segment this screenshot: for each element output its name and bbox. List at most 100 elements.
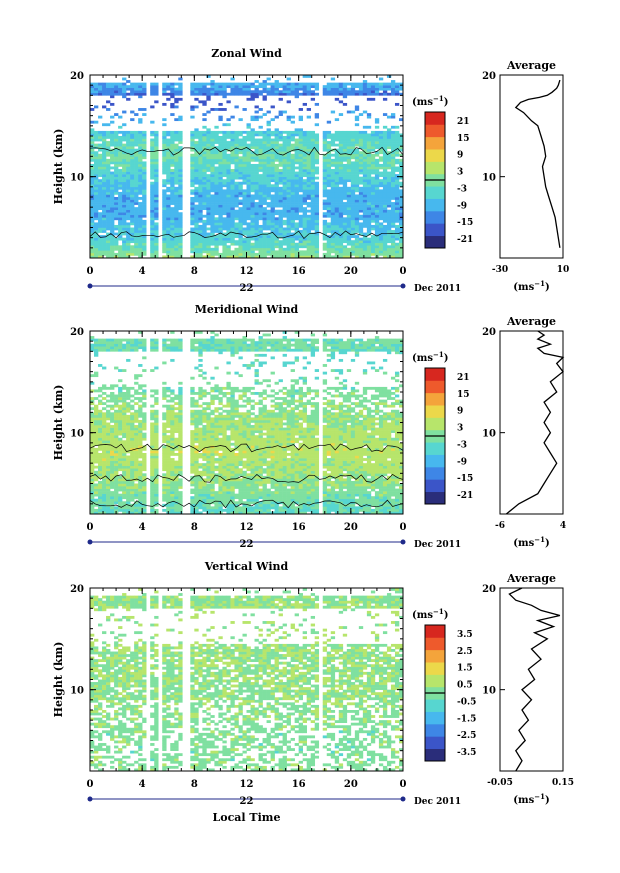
heatmap-cell [226, 146, 231, 150]
heatmap-cell [138, 163, 143, 167]
heatmap-cell [118, 508, 123, 512]
heatmap-cell [218, 115, 223, 119]
heatmap-cell [282, 136, 287, 139]
heatmap-cell [394, 227, 400, 231]
heatmap-cell [338, 217, 344, 221]
heatmap-cell [370, 176, 376, 180]
heatmap-cell [118, 250, 123, 254]
heatmap-cell [306, 237, 311, 241]
heatmap-cell [194, 87, 199, 91]
heatmap-cell [350, 245, 356, 249]
heatmap-cell [382, 242, 388, 246]
heatmap-cell [398, 245, 404, 249]
heatmap-cell [202, 85, 207, 89]
heatmap-cell [98, 207, 103, 211]
heatmap-cell [286, 100, 291, 104]
heatmap-cell [190, 240, 195, 244]
heatmap-cell [110, 463, 115, 467]
heatmap-cell [226, 255, 231, 259]
heatmap-cell [166, 430, 171, 433]
heatmap-cell [150, 348, 155, 352]
heatmap-cell [238, 230, 243, 233]
heatmap-cell [110, 222, 115, 226]
heatmap-cell [286, 237, 291, 241]
heatmap-cell [386, 146, 392, 150]
heatmap-cell [150, 483, 155, 487]
heatmap-cell [134, 338, 139, 342]
heatmap-cell [134, 151, 139, 155]
heatmap-cell [110, 212, 115, 216]
heatmap-cell [350, 227, 356, 231]
heatmap-cell [382, 202, 388, 205]
heatmap-cell [114, 189, 119, 193]
heatmap-cell [230, 141, 235, 144]
heatmap-cell [126, 184, 131, 188]
x-tick-label: 16 [292, 266, 306, 277]
colorbar-segment [425, 223, 445, 237]
heatmap-cell [294, 245, 299, 249]
heatmap-cell [154, 240, 159, 244]
heatmap-cell [254, 174, 259, 177]
heatmap-cell [90, 138, 95, 142]
heatmap-cell [110, 209, 115, 213]
heatmap-cell [314, 148, 320, 152]
heatmap-cell [150, 252, 155, 256]
heatmap-cell [398, 133, 404, 137]
heatmap-cell [310, 161, 316, 165]
heatmap-cell [126, 163, 131, 167]
heatmap-cell [150, 255, 155, 259]
heatmap-cell [102, 90, 107, 94]
heatmap-cell [238, 169, 243, 172]
heatmap-cell [370, 209, 376, 213]
heatmap-cell [102, 186, 107, 190]
heatmap-cell [290, 138, 295, 142]
heatmap-cell [114, 397, 119, 400]
heatmap-cell [238, 191, 243, 195]
heatmap-cell [106, 486, 111, 489]
heatmap-cell [98, 181, 103, 185]
heatmap-cell [386, 158, 392, 162]
heatmap-cell [254, 247, 259, 251]
heatmap-cell [94, 348, 99, 352]
heatmap-cell [302, 227, 307, 231]
heatmap-cell [234, 130, 239, 134]
heatmap-cell [202, 87, 207, 91]
heatmap-cell [102, 460, 107, 464]
heatmap-cell [378, 217, 384, 221]
heatmap-cell [266, 197, 271, 200]
heatmap-cell [90, 430, 95, 433]
heatmap-cell [90, 463, 95, 467]
heatmap-cell [378, 138, 384, 142]
heatmap-cell [358, 87, 364, 91]
heatmap-cell [126, 465, 131, 469]
heatmap-cell [118, 151, 123, 155]
heatmap-cell [106, 252, 111, 256]
heatmap-cell [302, 133, 307, 137]
heatmap-cell [222, 143, 227, 147]
heatmap-cell [214, 209, 219, 213]
heatmap-cell [262, 189, 267, 193]
heatmap-cell [90, 511, 95, 515]
heatmap-cell [210, 85, 215, 89]
heatmap-cell [266, 184, 271, 188]
heatmap-cell [350, 250, 356, 254]
heatmap-cell [110, 252, 115, 256]
heatmap-cell [114, 453, 119, 456]
heatmap-cell [166, 488, 171, 492]
heatmap-cell [334, 179, 340, 183]
heatmap-cell [298, 166, 303, 170]
heatmap-cell [346, 110, 352, 114]
heatmap-cell [314, 237, 320, 241]
heatmap-cell [154, 447, 159, 451]
heatmap-cell [346, 230, 352, 233]
heatmap-cell [194, 245, 199, 249]
panel-title: Meridional Wind [195, 303, 299, 316]
heatmap-cell [150, 488, 155, 492]
heatmap-cell [274, 148, 279, 152]
heatmap-cell [190, 163, 195, 167]
heatmap-cell [342, 207, 348, 211]
heatmap-cell [270, 92, 275, 96]
heatmap-cell [142, 184, 147, 188]
heatmap-cell [174, 219, 179, 223]
heatmap-cell [142, 171, 147, 175]
